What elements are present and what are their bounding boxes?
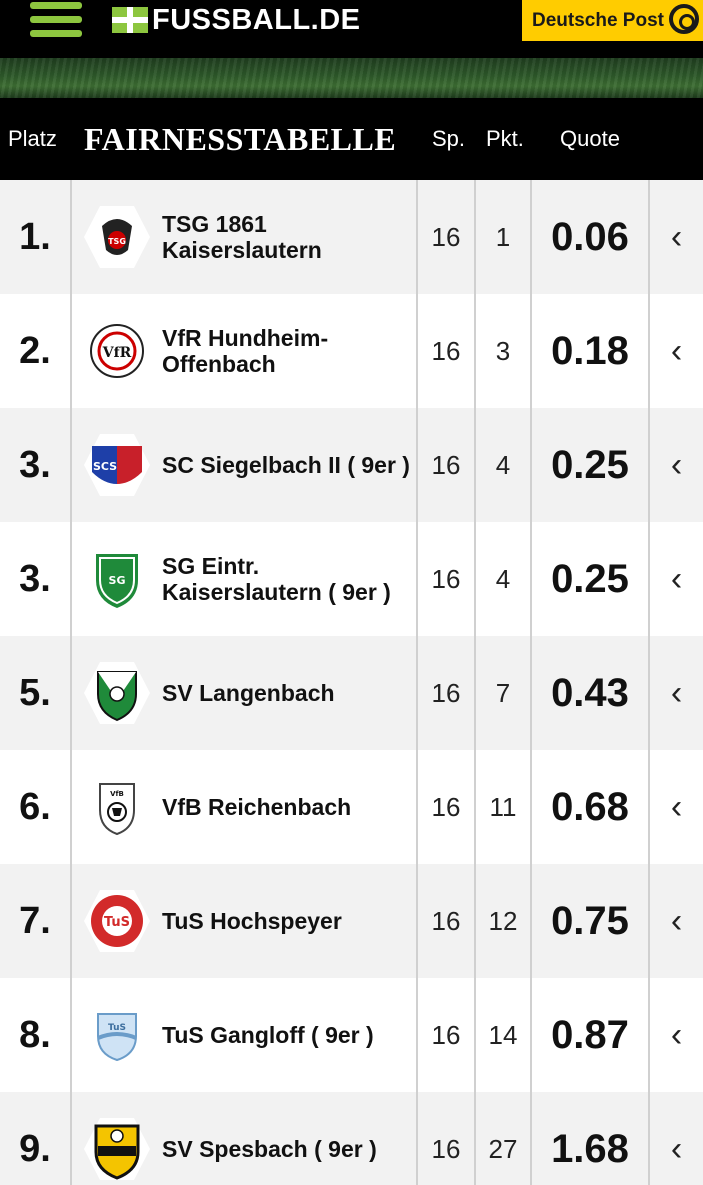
rank: 9. [19, 1127, 51, 1170]
expand-chevron-icon[interactable]: ‹ [670, 217, 683, 256]
games-played: 16 [431, 677, 461, 708]
table-row[interactable]: 6. VfB VfB Reichenbach 16 11 0.68 ‹ [0, 750, 703, 864]
rank: 3. [19, 557, 51, 600]
team-name[interactable]: TuS Hochspeyer [162, 908, 342, 934]
hamburger-menu-icon[interactable] [30, 2, 82, 38]
games-played: 16 [431, 1019, 461, 1050]
points: 4 [495, 563, 511, 594]
sponsor-banner[interactable]: Deutsche Post [522, 0, 703, 41]
expand-chevron-icon[interactable]: ‹ [670, 331, 683, 370]
team-name[interactable]: VfR Hundheim-Offenbach [162, 325, 329, 377]
quote: 0.68 [551, 784, 629, 829]
club-crest-icon: SCS [84, 432, 150, 498]
expand-chevron-icon[interactable]: ‹ [670, 901, 683, 940]
logo-flag-icon [112, 7, 148, 33]
expand-chevron-icon[interactable]: ‹ [670, 445, 683, 484]
table-row[interactable]: 5. SV Langenbach 16 7 0.43 ‹ [0, 636, 703, 750]
column-header-platz: Platz [8, 126, 57, 151]
club-crest-icon: TSG [84, 204, 150, 270]
quote: 0.43 [551, 670, 629, 715]
grass-banner [0, 58, 703, 98]
rank: 1. [19, 215, 51, 258]
expand-chevron-icon[interactable]: ‹ [670, 559, 683, 598]
table-row[interactable]: 2. VfR VfR Hundheim-Offenbach 16 3 0.18 … [0, 294, 703, 408]
quote: 0.87 [551, 1012, 629, 1057]
rank: 7. [19, 899, 51, 942]
fairness-table: 1. TSG TSG 1861 Kaiserslautern 16 1 0.06… [0, 180, 703, 1185]
points: 14 [488, 1019, 518, 1050]
svg-text:VfB: VfB [110, 790, 124, 798]
rank: 6. [19, 785, 51, 828]
club-crest-icon: VfB [84, 774, 150, 840]
team-name[interactable]: SG Eintr. Kaiserslautern ( 9er ) [162, 553, 391, 605]
games-played: 16 [431, 905, 461, 936]
quote: 1.68 [551, 1126, 629, 1171]
table-header: Platz FAIRNESSTABELLE Sp. Pkt. Quote [0, 98, 703, 180]
club-crest-icon [84, 1116, 150, 1182]
points: 12 [488, 905, 518, 936]
rank: 5. [19, 671, 51, 714]
games-played: 16 [431, 563, 461, 594]
points: 1 [495, 221, 511, 252]
quote: 0.25 [551, 556, 629, 601]
points: 3 [495, 335, 511, 366]
table-row[interactable]: 3. SG SG Eintr. Kaiserslautern ( 9er ) 1… [0, 522, 703, 636]
svg-text:TuS: TuS [104, 915, 130, 930]
team-name[interactable]: SC Siegelbach II ( 9er ) [162, 452, 410, 478]
rank: 8. [19, 1013, 51, 1056]
points: 7 [495, 677, 511, 708]
team-name[interactable]: SV Langenbach [162, 680, 335, 706]
svg-text:VfR: VfR [102, 345, 132, 361]
club-crest-icon [84, 660, 150, 726]
points: 27 [488, 1133, 518, 1164]
games-played: 16 [431, 221, 461, 252]
table-row[interactable]: 7. TuS TuS Hochspeyer 16 12 0.75 ‹ [0, 864, 703, 978]
team-name[interactable]: TuS Gangloff ( 9er ) [162, 1022, 374, 1048]
games-played: 16 [431, 335, 461, 366]
svg-text:SG: SG [109, 574, 126, 587]
club-crest-icon: TuS [84, 1002, 150, 1068]
rank: 3. [19, 443, 51, 486]
quote: 0.75 [551, 898, 629, 943]
column-header-pkt: Pkt. [486, 126, 524, 151]
sponsor-text: Deutsche Post [532, 9, 664, 31]
club-crest-icon: VfR [84, 318, 150, 384]
quote: 0.18 [551, 328, 629, 373]
expand-chevron-icon[interactable]: ‹ [670, 1015, 683, 1054]
post-horn-icon [669, 4, 699, 34]
points: 11 [489, 791, 517, 822]
table-row[interactable]: 9. SV Spesbach ( 9er ) 16 27 1.68 ‹ [0, 1092, 703, 1185]
games-played: 16 [431, 449, 461, 480]
club-crest-icon: TuS [84, 888, 150, 954]
logo-text: FUSSBALL.DE [152, 3, 361, 36]
team-name[interactable]: SV Spesbach ( 9er ) [162, 1136, 377, 1162]
svg-text:SCS: SCS [93, 460, 117, 473]
expand-chevron-icon[interactable]: ‹ [670, 787, 683, 826]
table-row[interactable]: 8. TuS TuS Gangloff ( 9er ) 16 14 0.87 ‹ [0, 978, 703, 1092]
svg-text:TuS: TuS [108, 1023, 126, 1033]
expand-chevron-icon[interactable]: ‹ [670, 1129, 683, 1168]
top-bar: FUSSBALL.DE Deutsche Post [0, 0, 703, 58]
rank: 2. [19, 329, 51, 372]
quote: 0.25 [551, 442, 629, 487]
svg-text:TSG: TSG [108, 237, 126, 246]
column-header-sp: Sp. [432, 126, 466, 151]
quote: 0.06 [551, 214, 629, 259]
table-row[interactable]: 3. SCS SC Siegelbach II ( 9er ) 16 4 0.2… [0, 408, 703, 522]
club-crest-icon: SG [84, 546, 150, 612]
team-name[interactable]: VfB Reichenbach [162, 794, 352, 820]
site-logo[interactable]: FUSSBALL.DE [112, 4, 361, 36]
games-played: 16 [431, 791, 461, 822]
table-row[interactable]: 1. TSG TSG 1861 Kaiserslautern 16 1 0.06… [0, 180, 703, 294]
table-title: FAIRNESSTABELLE [84, 120, 397, 157]
expand-chevron-icon[interactable]: ‹ [670, 673, 683, 712]
team-name[interactable]: TSG 1861 Kaiserslautern [162, 211, 322, 263]
games-played: 16 [431, 1133, 461, 1164]
column-header-quote: Quote [560, 126, 620, 151]
points: 4 [495, 449, 511, 480]
